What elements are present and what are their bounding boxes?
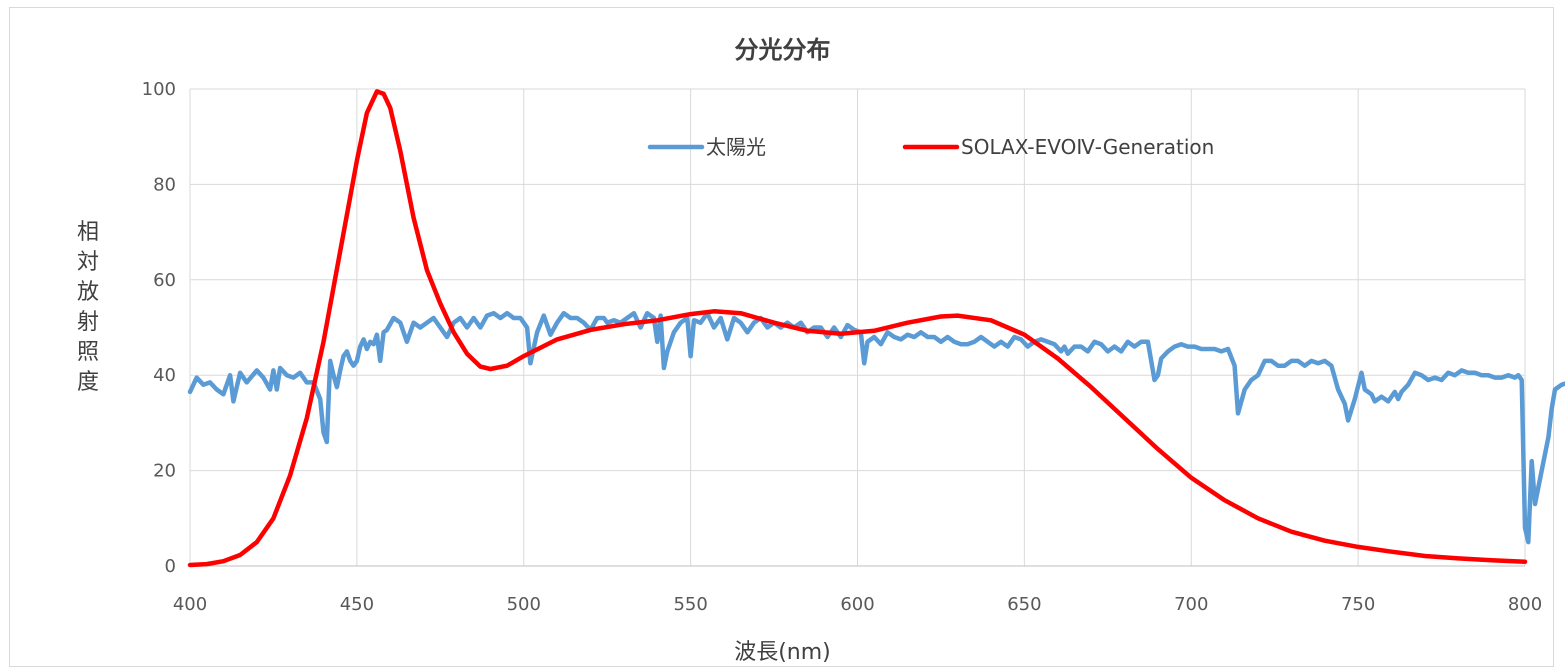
- x-tick-label: 450: [340, 594, 374, 615]
- y-tick-label: 20: [153, 461, 176, 482]
- y-tick-label: 100: [142, 79, 176, 100]
- series-lines: [187, 89, 1565, 568]
- legend: 太陽光 SOLAX-EVOⅣ-Generation: [647, 135, 1214, 159]
- legend-label: SOLAX-EVOⅣ-Generation: [961, 135, 1214, 159]
- x-tick-label: 650: [1007, 594, 1041, 615]
- y-tick-labels: 0 20 40 60 80 100: [142, 79, 176, 577]
- legend-label: 太陽光: [706, 135, 766, 159]
- y-tick-label: 60: [153, 270, 176, 291]
- series-line-0: [187, 310, 1565, 545]
- grid-lines: [189, 88, 1526, 567]
- x-tick-label: 550: [673, 594, 707, 615]
- chart-title: 分光分布: [734, 36, 831, 64]
- x-tick-label: 750: [1341, 594, 1375, 615]
- y-tick-label: 80: [153, 174, 176, 195]
- x-tick-label: 400: [173, 594, 207, 615]
- series-line-1: [187, 89, 1528, 568]
- x-tick-label: 600: [840, 594, 874, 615]
- x-tick-label: 700: [1174, 594, 1208, 615]
- x-tick-label: 500: [507, 594, 541, 615]
- y-tick-label: 40: [153, 365, 176, 386]
- y-axis-label: 相対放射照度: [76, 220, 99, 395]
- x-tick-labels: 400 450 500 550 600 650 700 750 800: [173, 594, 1542, 615]
- y-tick-label: 0: [165, 556, 176, 577]
- x-tick-label: 800: [1508, 594, 1542, 615]
- x-axis-label: 波長(nm): [734, 640, 831, 665]
- chart-frame: [9, 7, 1554, 667]
